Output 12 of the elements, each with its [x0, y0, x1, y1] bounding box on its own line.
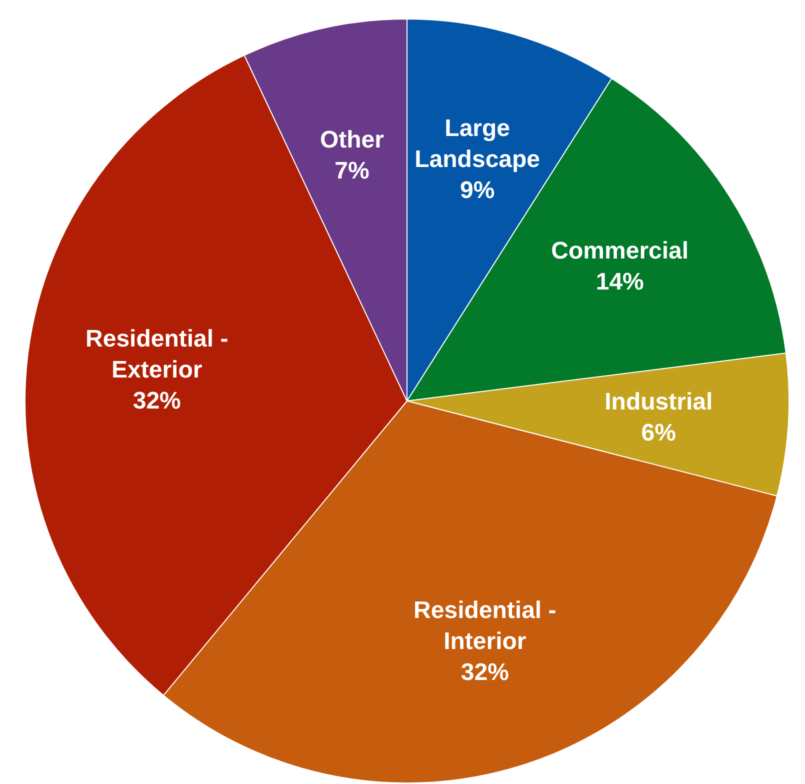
slice-label: Residential - Exterior	[86, 324, 228, 383]
slice-label: Large Landscape	[414, 114, 540, 172]
slice-label: Other	[320, 126, 384, 153]
slice-label: Industrial	[604, 388, 713, 415]
slice-label: Commercial	[551, 236, 689, 264]
data-label: 6%	[641, 418, 676, 446]
data-label: 7%	[334, 156, 370, 184]
data-label: 9%	[460, 176, 495, 204]
slice-label: Residential - Interior	[414, 596, 556, 654]
data-label: 32%	[460, 658, 509, 686]
data-label: 14%	[596, 268, 644, 295]
data-label: 32%	[132, 386, 181, 414]
